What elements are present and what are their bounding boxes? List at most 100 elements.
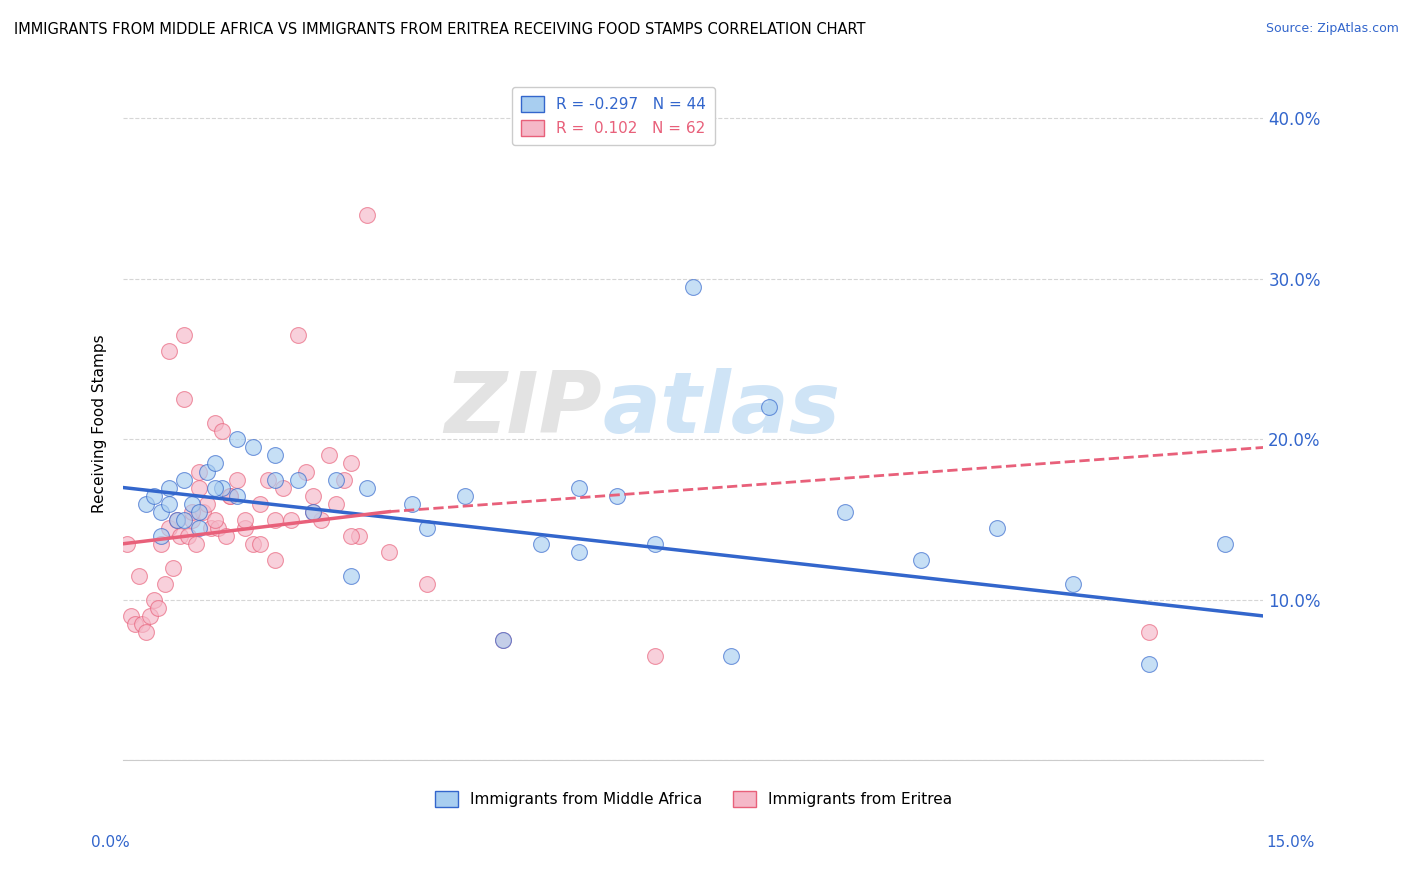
Point (188, 521, 211, 535)
Point (233, 521, 256, 535)
Point (204, 457, 226, 471)
Point (682, 280, 704, 294)
Point (153, 577, 176, 591)
Text: atlas: atlas (602, 368, 841, 451)
Point (195, 497, 218, 511)
Point (347, 529, 370, 543)
Point (302, 505, 325, 519)
Point (294, 465, 316, 479)
Y-axis label: Receiving Food Stamps: Receiving Food Stamps (93, 334, 107, 513)
Point (128, 569, 150, 583)
Point (454, 489, 477, 503)
Point (124, 617, 146, 632)
Point (356, 208, 378, 222)
Text: ZIP: ZIP (444, 368, 602, 451)
Point (1137, 657, 1160, 672)
Point (173, 328, 195, 343)
Point (120, 609, 142, 624)
Point (211, 425, 233, 439)
Point (568, 481, 591, 495)
Point (207, 521, 229, 535)
Point (606, 489, 628, 503)
Point (226, 473, 249, 487)
Point (188, 465, 211, 479)
Point (139, 609, 162, 624)
Point (401, 497, 423, 511)
Point (204, 513, 226, 527)
Point (150, 537, 173, 551)
Point (177, 529, 200, 543)
Point (271, 481, 294, 495)
Point (492, 633, 515, 648)
Point (157, 521, 180, 535)
Point (264, 449, 287, 463)
Point (173, 473, 195, 487)
Point (200, 521, 222, 535)
Point (378, 545, 401, 559)
Text: 15.0%: 15.0% (1267, 836, 1315, 850)
Point (568, 545, 591, 559)
Point (325, 473, 347, 487)
Point (211, 481, 233, 495)
Point (233, 513, 256, 527)
Point (249, 537, 271, 551)
Point (325, 497, 347, 511)
Point (492, 633, 515, 648)
Point (135, 625, 157, 640)
Point (215, 529, 238, 543)
Point (309, 513, 332, 527)
Point (195, 465, 218, 479)
Point (180, 505, 202, 519)
Point (169, 529, 191, 543)
Point (188, 481, 211, 495)
Point (256, 473, 278, 487)
Point (318, 449, 340, 463)
Point (758, 401, 780, 415)
Point (242, 537, 264, 551)
Point (226, 489, 249, 503)
Point (340, 569, 363, 583)
Point (264, 513, 287, 527)
Point (287, 473, 309, 487)
Text: 0.0%: 0.0% (91, 836, 131, 850)
Point (157, 481, 180, 495)
Point (720, 649, 742, 664)
Text: IMMIGRANTS FROM MIDDLE AFRICA VS IMMIGRANTS FROM ERITREA RECEIVING FOOD STAMPS C: IMMIGRANTS FROM MIDDLE AFRICA VS IMMIGRA… (14, 22, 866, 37)
Point (340, 457, 363, 471)
Point (188, 505, 211, 519)
Point (150, 529, 173, 543)
Point (173, 392, 195, 407)
Point (166, 513, 188, 527)
Point (142, 593, 165, 607)
Point (146, 601, 169, 615)
Point (115, 537, 138, 551)
Point (157, 344, 180, 359)
Point (416, 521, 439, 535)
Point (191, 505, 214, 519)
Point (135, 497, 157, 511)
Point (162, 561, 184, 575)
Point (204, 417, 226, 431)
Text: Source: ZipAtlas.com: Source: ZipAtlas.com (1265, 22, 1399, 36)
Point (142, 489, 165, 503)
Point (249, 497, 271, 511)
Point (416, 577, 439, 591)
Point (131, 617, 153, 632)
Point (340, 529, 363, 543)
Point (150, 505, 173, 519)
Point (332, 473, 354, 487)
Point (226, 433, 249, 447)
Point (184, 537, 207, 551)
Point (910, 553, 932, 567)
Point (287, 328, 309, 343)
Point (242, 441, 264, 455)
Point (264, 473, 287, 487)
Point (173, 513, 195, 527)
Point (204, 481, 226, 495)
Point (1137, 625, 1160, 640)
Point (644, 537, 666, 551)
Point (280, 513, 302, 527)
Point (218, 489, 240, 503)
Point (530, 537, 553, 551)
Point (180, 497, 202, 511)
